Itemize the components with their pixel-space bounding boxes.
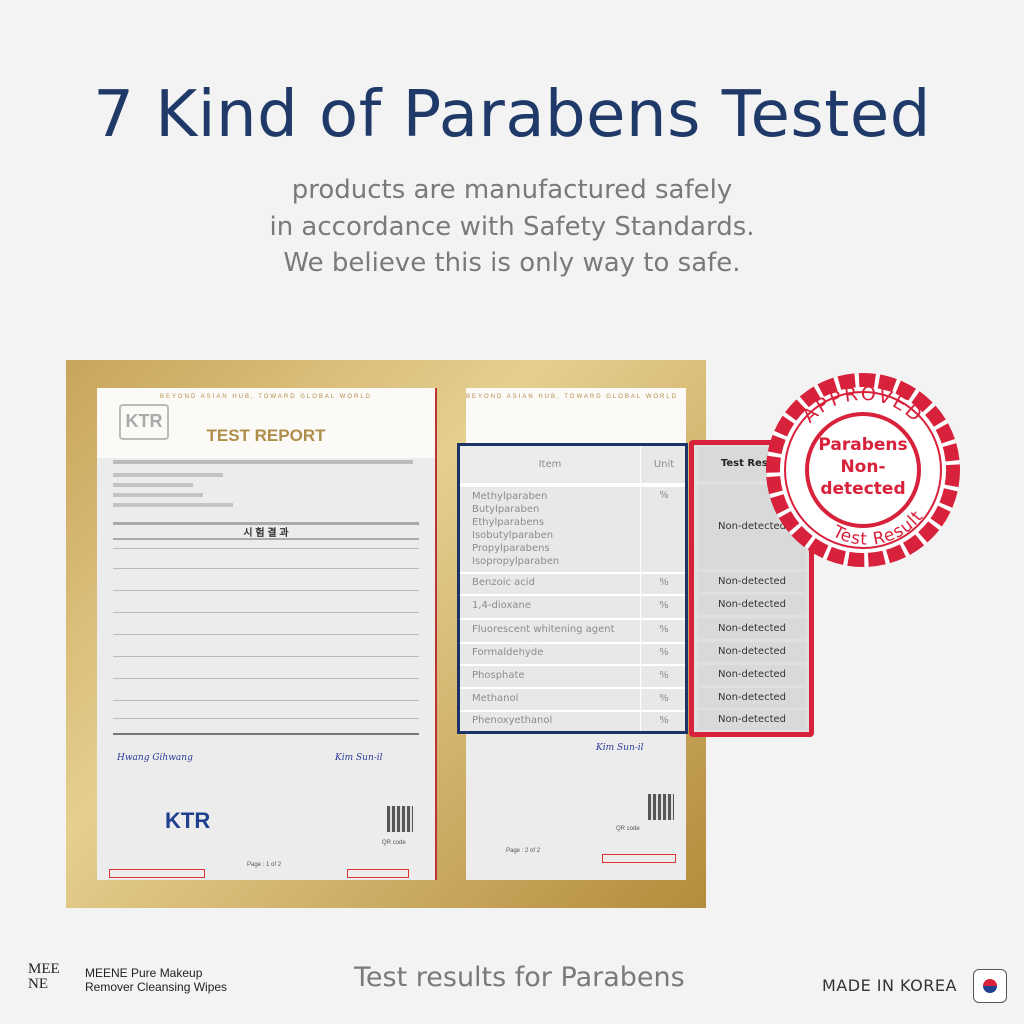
certificate-title: TEST REPORT — [206, 426, 326, 445]
table-row-item: Methylparaben Butylparaben Ethylparabens… — [472, 491, 560, 567]
qr-code — [387, 806, 413, 832]
certificate-motto: BEYOND ASIAN HUB, TOWARD GLOBAL WORLD — [159, 394, 373, 400]
table-row-result: Non-detected — [698, 665, 806, 685]
table-row-unit: % — [659, 490, 669, 501]
column-header-item: Item — [538, 459, 562, 470]
table-row-result: Non-detected — [698, 618, 806, 639]
table-row-item: 1,4-dioxane — [472, 600, 531, 611]
subtitle-line-1: products are manufactured safely — [291, 175, 733, 205]
table-row-item: Methanol — [472, 693, 519, 704]
qr-code-2 — [648, 794, 674, 820]
table-row-unit: % — [659, 647, 669, 658]
korea-flag-icon — [973, 969, 1007, 1003]
column-header-unit: Unit — [653, 459, 675, 470]
stamp-center-text: Parabens Non-detected — [818, 435, 908, 499]
table-row-unit: % — [659, 624, 669, 635]
subtitle-line-2: in accordance with Safety Standards. — [269, 212, 755, 242]
signature-right: Kim Sun-il — [335, 753, 383, 763]
page-number-1: Page : 1 of 2 — [247, 862, 282, 868]
table-row-unit: % — [659, 600, 669, 611]
certificate-page-1: BEYOND ASIAN HUB, TOWARD GLOBAL WORLD KT… — [97, 388, 437, 880]
zoomed-results-table: Item Unit Methylparaben Butylparaben Eth… — [457, 443, 688, 734]
table-row-result: Non-detected — [698, 710, 806, 730]
table-row-result: Non-detected — [698, 642, 806, 662]
signature-right-2: Kim Sun-il — [596, 743, 644, 753]
approved-stamp: APPROVED Test Result — [766, 373, 960, 567]
table-row-result: Non-detected — [698, 688, 806, 708]
table-row-result: Non-detected — [698, 572, 806, 592]
page-title: 7 Kind of Parabens Tested — [93, 78, 931, 152]
brand-line-2: Remover Cleansing Wipes — [85, 980, 228, 994]
table-row-item: Phosphate — [472, 670, 525, 681]
table-row-item: Phenoxyethanol — [472, 715, 553, 726]
signature-left: Hwang Gihwang — [117, 753, 193, 763]
results-section-heading: 시 험 결 과 — [243, 528, 289, 539]
issuer-logo: KTR — [165, 808, 211, 833]
table-row-result: Non-detected — [698, 595, 806, 615]
brand-name: MEENE Pure Makeup Remover Cleansing Wipe… — [85, 966, 227, 994]
table-row-unit: % — [659, 577, 669, 588]
page-number-2: Page : 2 of 2 — [506, 848, 541, 854]
table-row-unit: % — [659, 693, 669, 704]
certificate-motto-2: BEYOND ASIAN HUB, TOWARD GLOBAL WORLD — [466, 394, 679, 400]
qr-label-2: QR code — [616, 826, 640, 832]
table-row-unit: % — [659, 715, 669, 726]
table-row-unit: % — [659, 670, 669, 681]
brand-line-1: MEENE Pure Makeup — [85, 966, 203, 980]
subtitle-line-3: We believe this is only way to safe. — [283, 248, 741, 278]
table-row-item: Fluorescent whitening agent — [472, 624, 615, 635]
qr-label: QR code — [382, 840, 406, 846]
meene-logo: MEE NE — [28, 961, 60, 992]
test-result-column-highlight: Test Result Non-detected Non-detected No… — [689, 440, 814, 737]
footer-caption: Test results for Parabens — [354, 962, 685, 993]
ktr-logo: KTR — [119, 404, 169, 440]
table-row-item: Formaldehyde — [472, 647, 544, 658]
table-row-item: Benzoic acid — [472, 577, 535, 588]
made-in-korea-label: MADE IN KOREA — [822, 976, 957, 995]
